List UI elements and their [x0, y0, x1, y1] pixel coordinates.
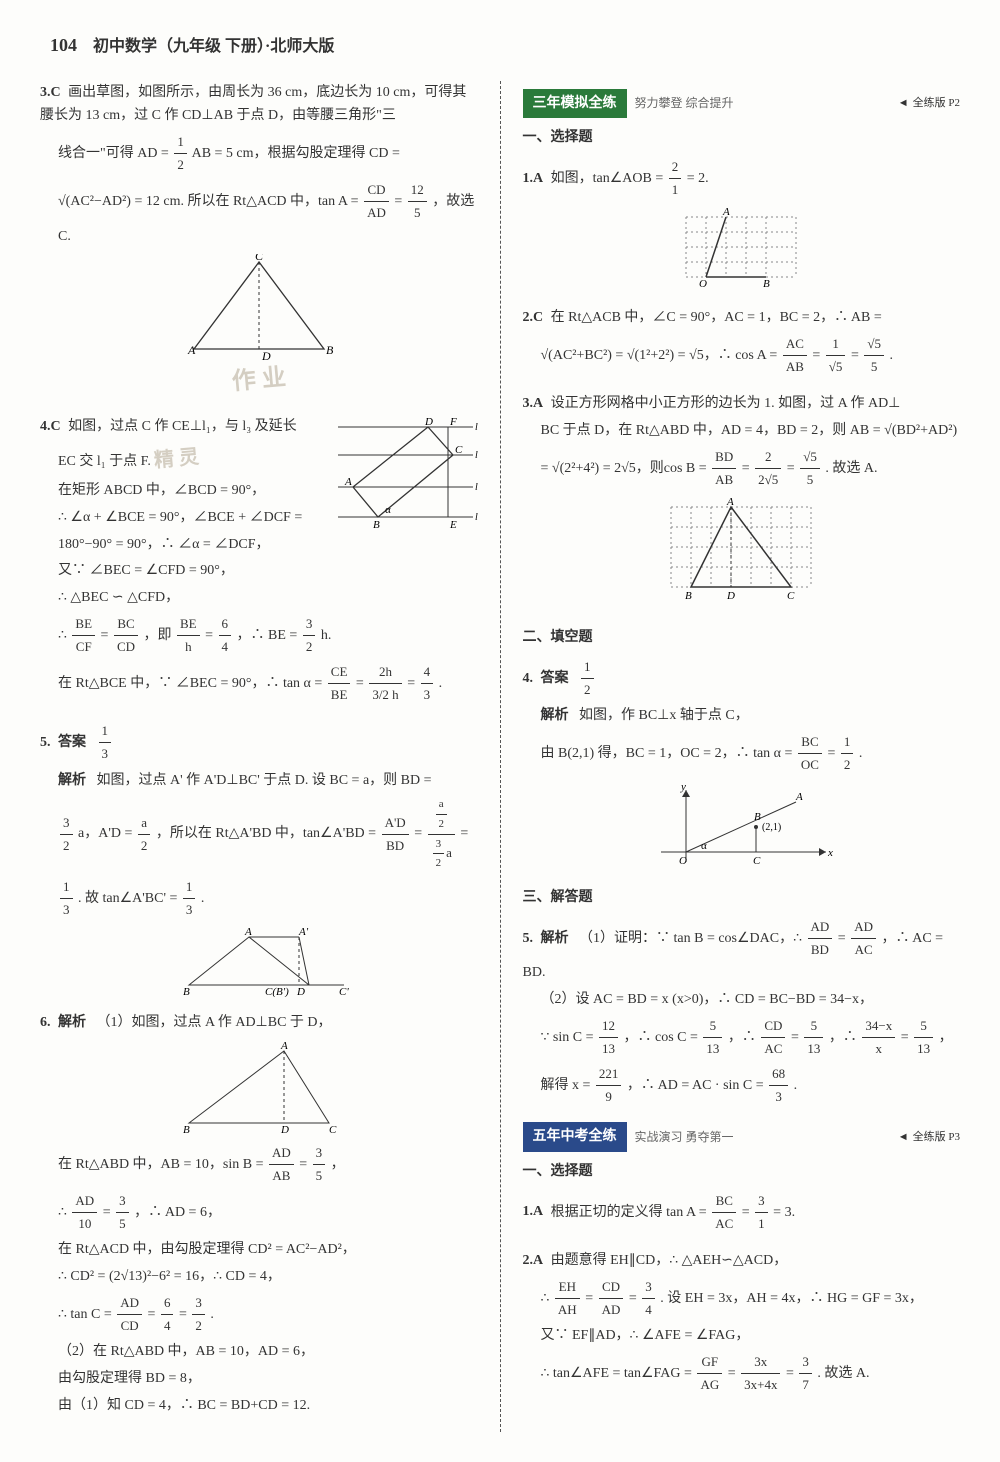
section-sub: 实战演习 勇夺第一: [635, 1127, 734, 1147]
text: 线合一"可得 AD =: [58, 146, 169, 161]
r2-problem-2a: 2.A 由题意得 EH∥CD，∴ △AEH∽△ACD， ∴ EHAH = CDA…: [523, 1249, 961, 1396]
svg-text:B: B: [183, 986, 190, 997]
svg-text:D: D: [280, 1124, 289, 1136]
svg-text:α: α: [701, 840, 707, 852]
r-problem-3a: 3.A 设正方形网格中小正方形的边长为 1. 如图，过 A 作 AD⊥ BC 于…: [523, 392, 961, 612]
grid-aob-diagram: A O B: [523, 207, 961, 292]
text: 如图，过点 C 作 CE⊥l₁，与 l₃ 及延长: [68, 419, 296, 434]
problem-4c: 4.C 如图，过点 C 作 CE⊥l₁，与 l₃ 及延长 EC 交 l₁ 于点 …: [40, 415, 478, 706]
watermark-1: 作 业: [230, 358, 287, 403]
column-divider: [500, 81, 501, 1432]
svg-text:B: B: [754, 811, 761, 823]
svg-text:C: C: [329, 1124, 337, 1136]
svg-text:y: y: [680, 782, 686, 793]
svg-text:A': A': [298, 927, 309, 938]
svg-text:A: A: [244, 927, 252, 938]
svg-text:D: D: [296, 986, 305, 997]
section-bar-blue: 五年中考全练 实战演习 勇夺第一 ◄全练版 P3: [523, 1122, 961, 1152]
triangle-a-aprime-diagram: A A' B C(B') D C': [40, 927, 478, 997]
svg-text:B: B: [326, 343, 334, 357]
flag-icon: ◄: [898, 1131, 909, 1143]
svg-text:A: A: [726, 497, 734, 508]
triangle-abd-diagram: A B D C: [40, 1041, 478, 1136]
svg-text:O: O: [679, 855, 687, 867]
right-column: 三年模拟全练 努力攀登 综合提升 ◄全练版 P2 一、选择题 1.A 如图，ta…: [523, 81, 961, 1432]
page-header: 104 初中数学（九年级 下册）·北师大版: [40, 30, 960, 61]
svg-text:l₃: l₃: [475, 482, 478, 493]
svg-text:l₁: l₁: [475, 422, 478, 433]
svg-text:B: B: [763, 278, 770, 290]
parallel-lines-diagram: l₁ l₂ l₃ l₄ D F C A B E α: [333, 415, 478, 559]
section-tag: 五年中考全练: [523, 1122, 627, 1152]
coord-axes-diagram: O y x B A C (2,1) α: [523, 782, 961, 872]
svg-text:C: C: [255, 254, 264, 263]
svg-text:C: C: [455, 444, 463, 456]
svg-text:C: C: [753, 855, 761, 867]
text: =: [394, 194, 402, 209]
section-bar-green: 三年模拟全练 努力攀登 综合提升 ◄全练版 P2: [523, 89, 961, 119]
svg-text:A: A: [795, 791, 803, 803]
r-problem-1a: 1.A 如图，tan∠AOB = 21 = 2.: [523, 156, 961, 292]
r2-problem-1a: 1.A 根据正切的定义得 tan A = BCAC = 31 = 3.: [523, 1190, 961, 1235]
problem-num: 4.C: [40, 419, 61, 434]
problem-num: 3.C: [40, 85, 61, 100]
svg-text:O: O: [699, 278, 707, 290]
page-number: 104: [50, 35, 77, 55]
svg-text:D: D: [424, 416, 433, 428]
heading-fill: 二、填空题: [523, 626, 961, 650]
section-sub: 努力攀登 综合提升: [635, 93, 734, 113]
svg-text:A: A: [722, 207, 730, 218]
r-problem-5: 5. 解析 （1）证明：∵ tan B = cos∠DAC，∴ ADBD = A…: [523, 916, 961, 1108]
heading-choice-2: 一、选择题: [523, 1160, 961, 1184]
svg-text:C(B'): C(B'): [265, 986, 289, 997]
svg-text:(2,1): (2,1): [762, 822, 781, 833]
svg-text:F: F: [449, 416, 457, 428]
triangle-diagram: C A B D: [40, 254, 478, 364]
svg-text:E: E: [449, 519, 457, 530]
svg-text:x: x: [827, 847, 833, 859]
text: 画出草图，如图所示，由周长为 36 cm，底边长为 10 cm，可得其腰长为 1…: [40, 85, 466, 124]
watermark-2: 精 灵: [153, 440, 201, 478]
svg-text:α: α: [385, 504, 391, 516]
text: √(AC²−AD²) = 12 cm. 所以在 Rt△ACD 中，tan A =: [58, 194, 359, 209]
heading-choice: 一、选择题: [523, 126, 961, 150]
svg-text:C: C: [787, 590, 795, 602]
text: AB = 5 cm，根据勾股定理得 CD =: [192, 146, 400, 161]
svg-text:l₂: l₂: [475, 450, 478, 461]
svg-text:B: B: [183, 1124, 190, 1136]
left-column: 3.C 画出草图，如图所示，由周长为 36 cm，底边长为 10 cm，可得其腰…: [40, 81, 478, 1432]
svg-text:D: D: [726, 590, 735, 602]
svg-text:l₄: l₄: [475, 512, 478, 523]
svg-text:A: A: [344, 476, 352, 488]
svg-text:B: B: [685, 590, 692, 602]
r-problem-4: 4. 答案 12 解析 如图，作 BC⊥x 轴于点 C， 由 B(2,1) 得，…: [523, 656, 961, 872]
r-problem-2c: 2.C 在 Rt△ACB 中，∠C = 90°，AC = 1，BC = 2，∴ …: [523, 306, 961, 378]
svg-text:C': C': [339, 986, 349, 997]
grid-triangle-diagram: A B D C: [523, 497, 961, 612]
problem-5: 5. 答案 13 解析 如图，过点 A' 作 A'D⊥BC' 于点 D. 设 B…: [40, 720, 478, 997]
svg-text:A: A: [280, 1041, 288, 1052]
svg-text:A: A: [187, 343, 196, 357]
section-tag: 三年模拟全练: [523, 89, 627, 119]
problem-6: 6. 解析 （1）如图，过点 A 作 AD⊥BC 于 D， A B D C 在 …: [40, 1011, 478, 1417]
problem-3c: 3.C 画出草图，如图所示，由周长为 36 cm，底边长为 10 cm，可得其腰…: [40, 81, 478, 402]
svg-text:B: B: [373, 519, 380, 530]
header-title: 初中数学（九年级 下册）·北师大版: [93, 38, 334, 55]
heading-solve: 三、解答题: [523, 886, 961, 910]
flag-icon: ◄: [898, 97, 909, 109]
